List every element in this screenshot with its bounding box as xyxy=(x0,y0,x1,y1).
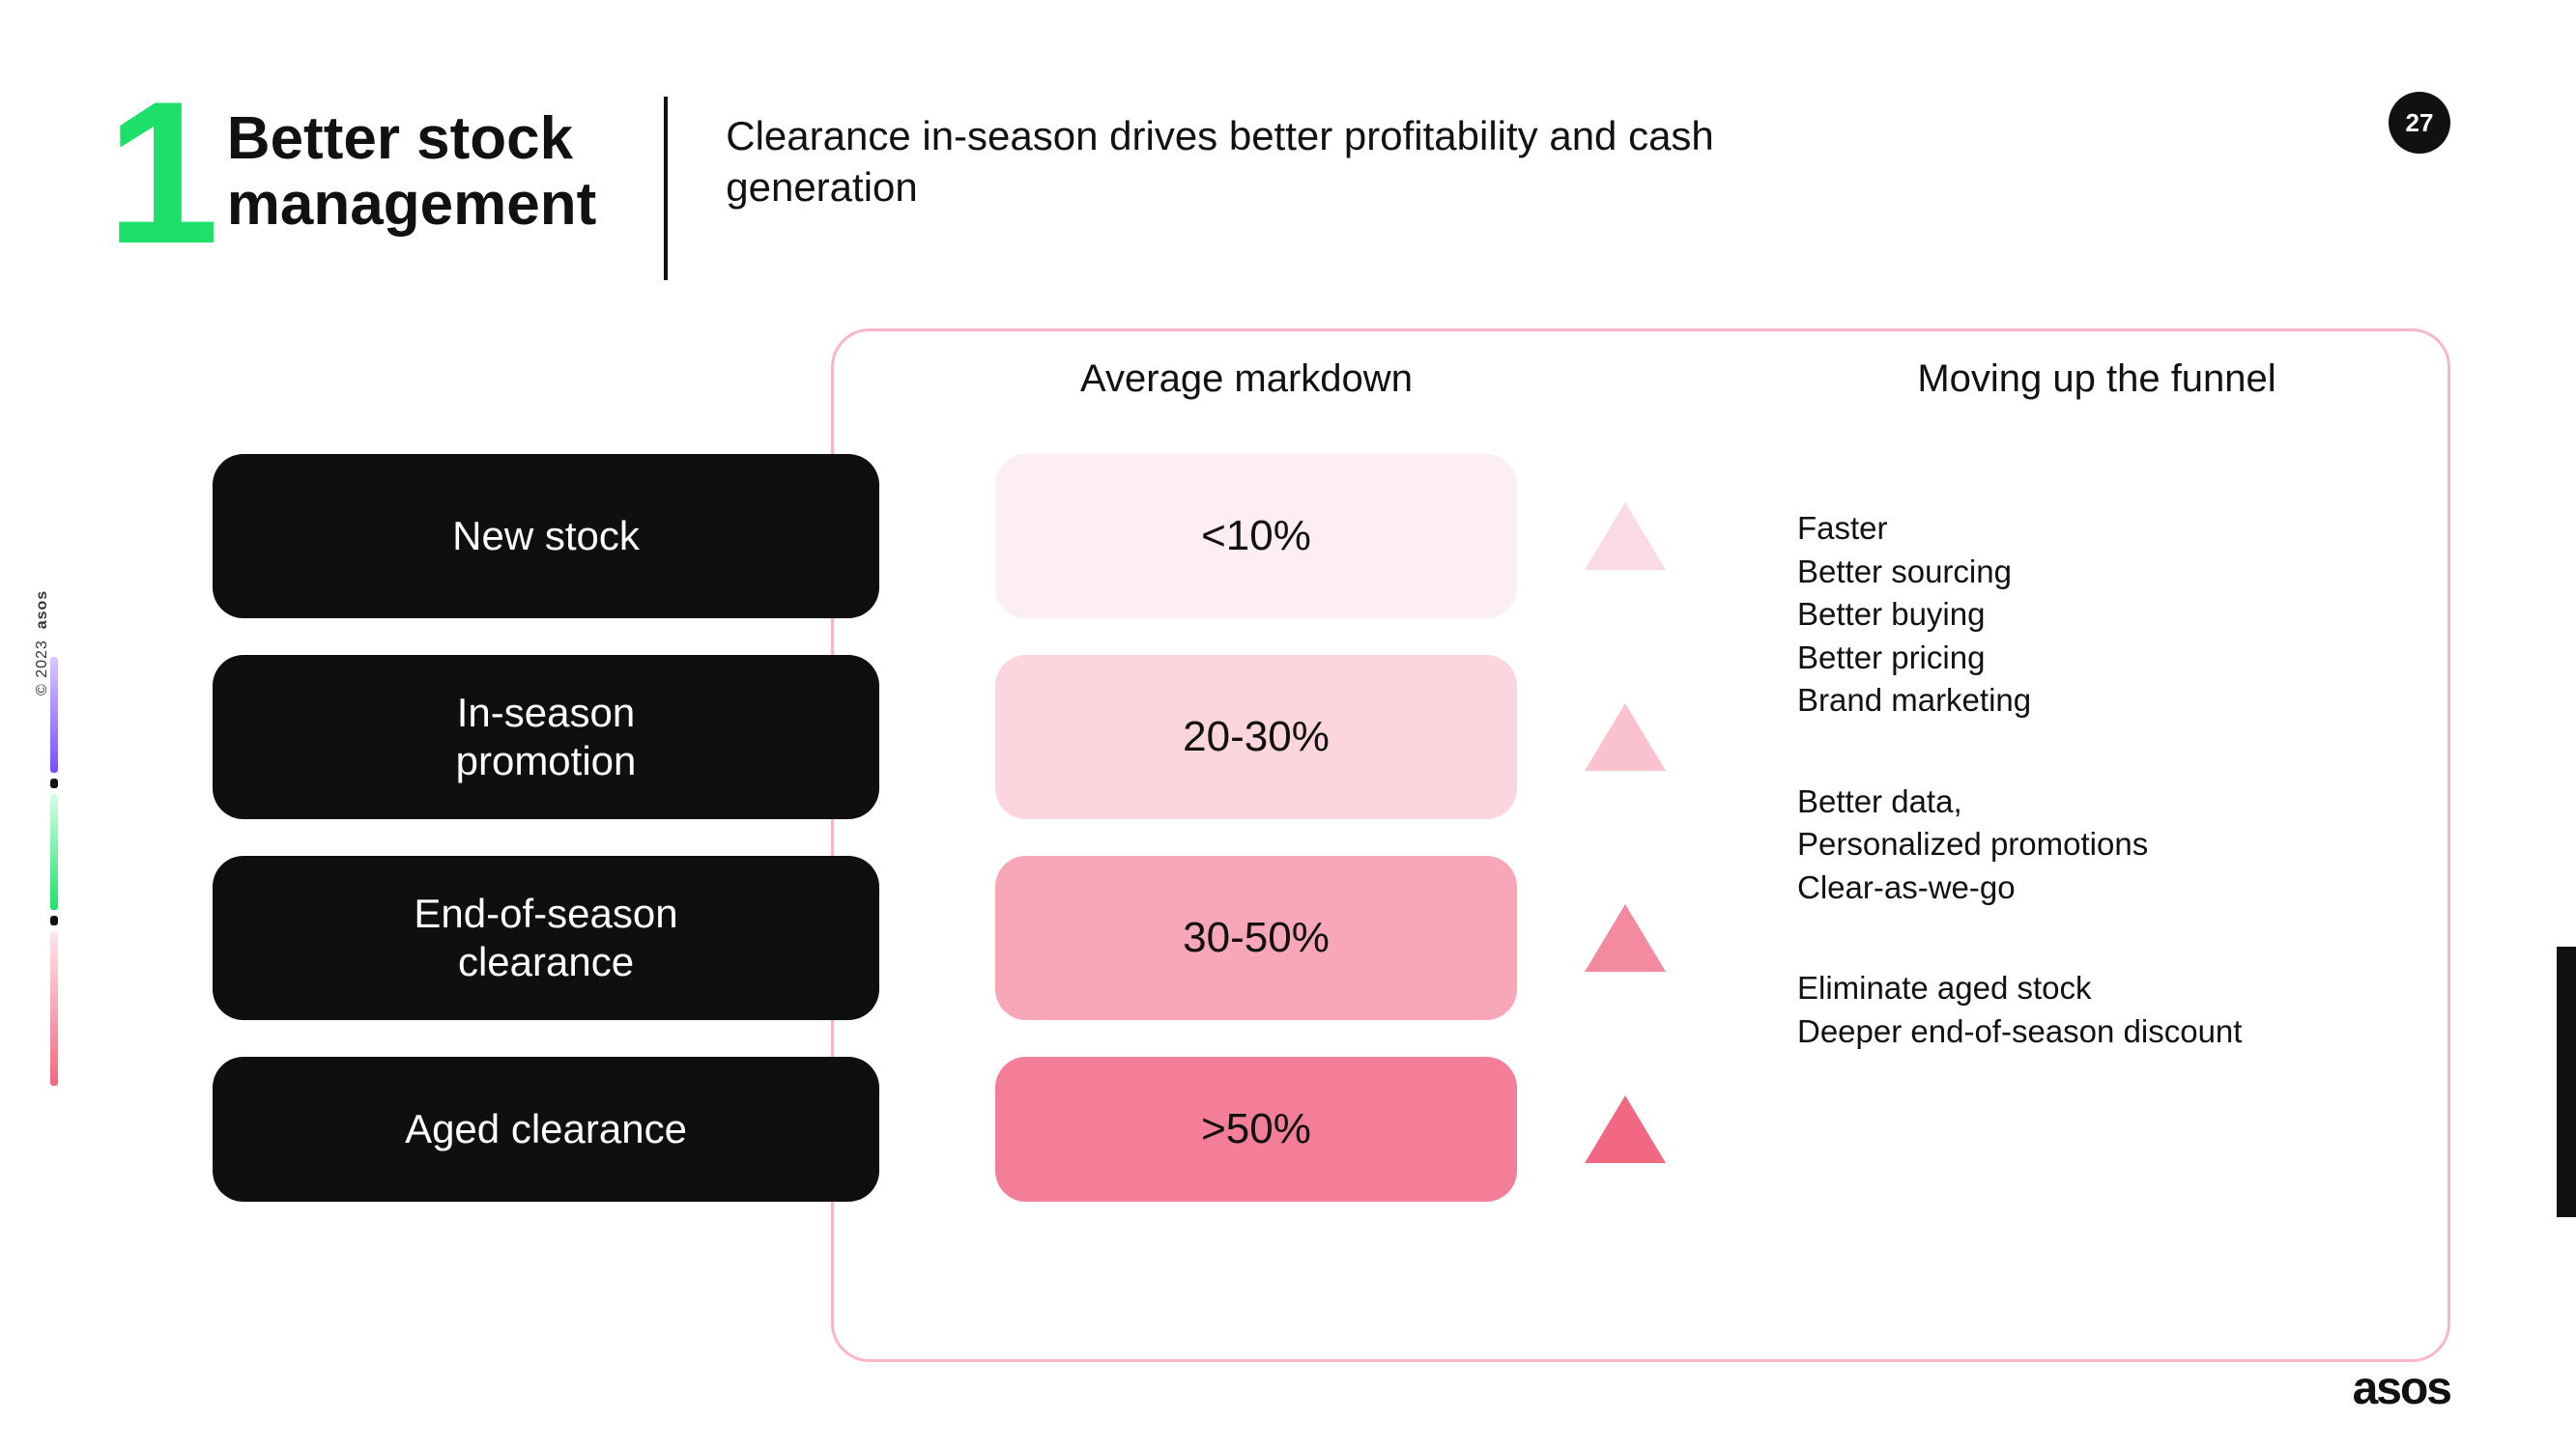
rail-segment xyxy=(50,657,58,773)
stage-pill: End-of-seasonclearance xyxy=(213,856,879,1020)
stage-rows: New stock <10% In-seasonpromotion 20-30% End… xyxy=(213,454,1666,1238)
section-number: 1 xyxy=(106,87,208,260)
rail-segment xyxy=(50,779,58,788)
brand-logo: asos xyxy=(2353,1362,2450,1415)
funnel-line: Eliminate aged stock xyxy=(1797,967,2396,1010)
funnel-line: Better buying xyxy=(1797,593,2396,637)
funnel-line: Personalized promotions xyxy=(1797,823,2396,867)
title-line-2: management xyxy=(227,172,596,238)
markdown-pill: >50% xyxy=(995,1057,1517,1202)
column-headers: Average markdown xyxy=(908,357,1585,401)
right-edge-bar xyxy=(2557,947,2576,1217)
markdown-pill: <10% xyxy=(995,454,1517,618)
rail-segment xyxy=(50,794,58,910)
up-triangle-icon xyxy=(1585,904,1666,972)
stage-pill: Aged clearance xyxy=(213,1057,879,1202)
side-color-rail xyxy=(46,657,62,1092)
funnel-column: Moving up the funnel FasterBetter sourci… xyxy=(1797,357,2396,1111)
stage-row: Aged clearance >50% xyxy=(213,1057,1666,1202)
stage-row: End-of-seasonclearance 30-50% xyxy=(213,856,1666,1020)
page-number: 27 xyxy=(2406,108,2434,138)
funnel-group: Eliminate aged stockDeeper end-of-season… xyxy=(1797,967,2396,1053)
content-area: Average markdown Moving up the funnel Fa… xyxy=(213,328,2450,1362)
title-block: Better stock management xyxy=(227,87,596,238)
subtitle: Clearance in-season drives better profit… xyxy=(726,87,1740,213)
up-triangle-icon xyxy=(1585,703,1666,771)
stage-pill: New stock xyxy=(213,454,879,618)
stage-row: In-seasonpromotion 20-30% xyxy=(213,655,1666,819)
rail-segment xyxy=(50,931,58,1086)
funnel-group: FasterBetter sourcingBetter buyingBetter… xyxy=(1797,507,2396,723)
slide-header: 1 Better stock management Clearance in-s… xyxy=(0,0,2576,280)
up-triangle-icon xyxy=(1585,502,1666,570)
page-number-badge: 27 xyxy=(2389,92,2450,154)
rail-segment xyxy=(50,916,58,925)
funnel-line: Better data, xyxy=(1797,781,2396,824)
vertical-divider xyxy=(664,97,668,280)
funnel-line: Clear-as-we-go xyxy=(1797,867,2396,910)
funnel-line: Deeper end-of-season discount xyxy=(1797,1010,2396,1054)
funnel-line: Better pricing xyxy=(1797,637,2396,680)
title-line-1: Better stock xyxy=(227,106,596,172)
funnel-line: Faster xyxy=(1797,507,2396,551)
markdown-header: Average markdown xyxy=(908,357,1585,401)
funnel-line: Better sourcing xyxy=(1797,551,2396,594)
markdown-pill: 20-30% xyxy=(995,655,1517,819)
up-triangle-icon xyxy=(1585,1095,1666,1163)
stage-row: New stock <10% xyxy=(213,454,1666,618)
funnel-group: Better data,Personalized promotionsClear… xyxy=(1797,781,2396,910)
funnel-line: Brand marketing xyxy=(1797,679,2396,723)
funnel-items: FasterBetter sourcingBetter buyingBetter… xyxy=(1797,507,2396,1053)
funnel-header: Moving up the funnel xyxy=(1797,357,2396,401)
stage-pill: In-seasonpromotion xyxy=(213,655,879,819)
markdown-pill: 30-50% xyxy=(995,856,1517,1020)
